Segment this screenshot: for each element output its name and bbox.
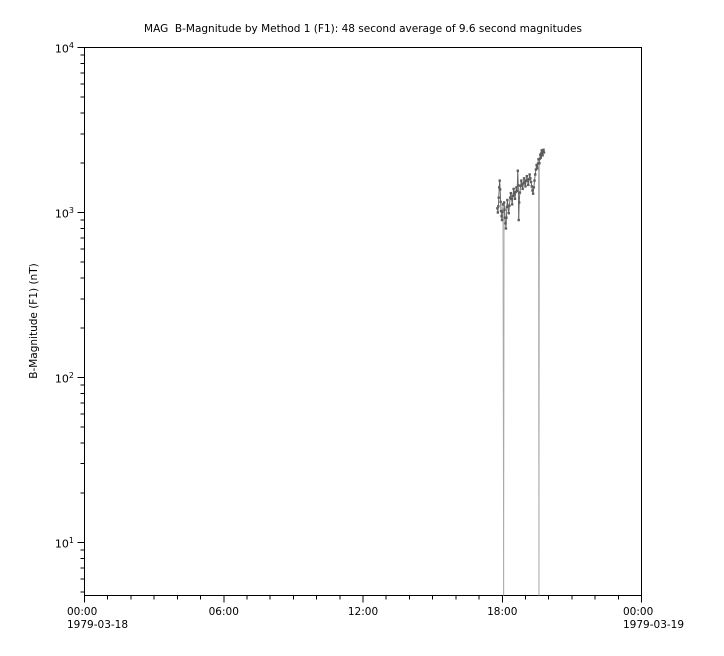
y-tick-exponent: 2 — [68, 371, 74, 380]
x-tick-label-18: 18:00 — [487, 606, 517, 619]
y-tick-exponent: 4 — [68, 41, 74, 50]
y-tick-label-1e2: 102 — [28, 369, 74, 386]
x-tick-time: 00:00 — [623, 606, 654, 618]
y-tick-base: 10 — [54, 207, 69, 221]
plot-frame — [84, 47, 642, 596]
x-tick-time: 00:00 — [67, 606, 98, 618]
y-tick-label-1e4: 104 — [28, 39, 74, 56]
y-tick-label-1e1: 101 — [28, 534, 74, 551]
chart-title: MAG B-Magnitude by Method 1 (F1): 48 sec… — [144, 23, 582, 35]
y-tick-exponent: 1 — [68, 536, 74, 545]
x-tick-time: 12:00 — [347, 606, 379, 618]
x-tick-label-end: 00:00 1979-03-19 — [623, 606, 684, 631]
data-series-markers — [496, 148, 546, 230]
y-tick-base: 10 — [54, 537, 69, 551]
y-tick-base: 10 — [54, 372, 69, 386]
x-tick-date: 1979-03-18 — [67, 618, 129, 631]
x-axis-ticks — [84, 595, 642, 603]
y-axis-ticks — [77, 47, 85, 593]
x-tick-date: 1979-03-19 — [623, 618, 685, 631]
x-tick-time: 18:00 — [487, 606, 518, 618]
x-tick-label-start: 00:00 1979-03-18 — [67, 606, 128, 631]
y-tick-label-1e3: 103 — [28, 204, 74, 221]
x-tick-label-12: 12:00 — [348, 606, 378, 619]
x-tick-time: 06:00 — [208, 606, 239, 618]
x-tick-label-06: 06:00 — [209, 606, 239, 619]
y-tick-exponent: 3 — [68, 206, 74, 215]
y-tick-base: 10 — [54, 42, 69, 56]
